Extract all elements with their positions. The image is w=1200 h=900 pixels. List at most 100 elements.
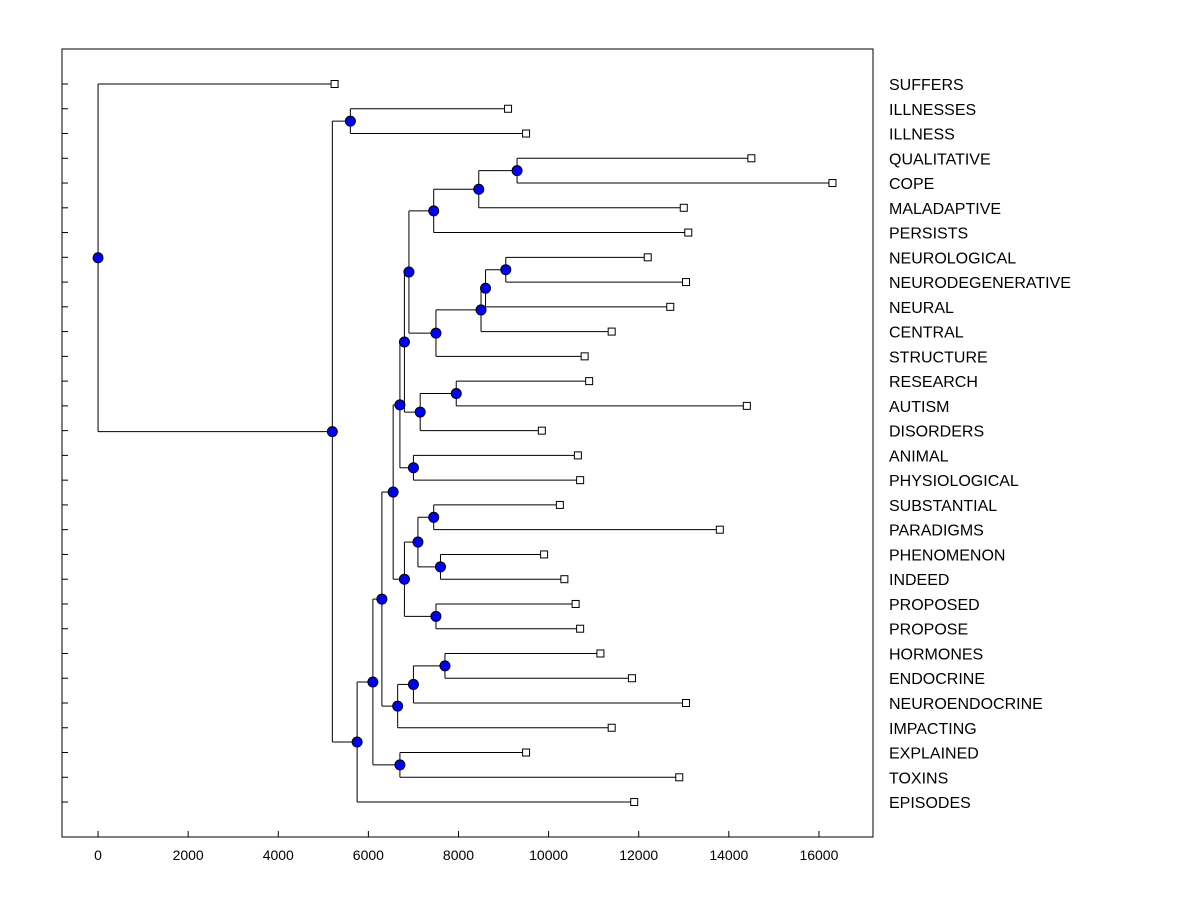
leaf-label-research: RESEARCH: [889, 374, 978, 391]
leaf-marker-animal: [573, 451, 582, 460]
leaf-label-central: CENTRAL: [889, 325, 964, 342]
leaf-marker-physiological: [576, 476, 585, 485]
merge-node-n18: [430, 610, 442, 622]
merge-node-n6: [480, 282, 492, 294]
leaf-label-neurodegenerative: NEURODEGENERATIVE: [889, 275, 1071, 292]
leaf-marker-neurodegenerative: [682, 278, 691, 287]
leaf-label-maladaptive: MALADAPTIVE: [889, 201, 1001, 218]
x-tick-label-14000: 14000: [709, 847, 748, 863]
leaf-marker-structure: [580, 352, 589, 361]
leaf-marker-cope: [828, 179, 837, 188]
leaf-marker-explained: [522, 748, 531, 757]
merge-node-n26: [367, 676, 379, 688]
leaf-marker-illness: [522, 129, 531, 138]
leaf-label-disorders: DISORDERS: [889, 424, 984, 441]
leaf-marker-central: [607, 327, 616, 336]
merge-nodes: [92, 115, 523, 771]
merge-node-n21: [439, 660, 451, 672]
leaf-label-structure: STRUCTURE: [889, 349, 988, 366]
leaf-marker-maladaptive: [679, 203, 688, 212]
merge-node-n5: [500, 264, 512, 276]
leaf-label-episodes: EPISODES: [889, 795, 971, 812]
merge-node-n27: [351, 736, 363, 748]
plot-frame: [61, 48, 874, 838]
leaf-label-toxins: TOXINS: [889, 770, 948, 787]
leaf-markers: [330, 80, 837, 807]
leaf-marker-propose: [576, 624, 585, 633]
leaf-label-neuroendocrine: NEUROENDOCRINE: [889, 696, 1043, 713]
leaf-marker-suffers: [330, 80, 339, 88]
leaf-label-illness: ILLNESS: [889, 127, 955, 144]
x-tick-label-6000: 6000: [353, 847, 384, 863]
merge-node-n4: [428, 205, 440, 217]
leaf-marker-indeed: [560, 575, 569, 584]
leaf-labels: SUFFERS ILLNESSES ILLNESS QUALITATIVE COPE MA…: [889, 77, 1071, 812]
leaf-label-neural: NEURAL: [889, 300, 954, 317]
leaf-marker-toxins: [675, 773, 684, 782]
x-tick-label-4000: 4000: [263, 847, 294, 863]
merge-node-n1: [344, 115, 356, 127]
leaf-label-propose: PROPOSE: [889, 622, 968, 639]
merge-node-n24: [376, 593, 388, 605]
leaf-label-substantial: SUBSTANTIAL: [889, 498, 997, 515]
merge-node-n22: [407, 678, 419, 690]
merge-node-n8: [430, 327, 442, 339]
leaf-label-illnesses: ILLNESSES: [889, 102, 976, 119]
leaf-marker-neurological: [643, 253, 652, 262]
axis-ticks: 0 2000 4000 6000 8000 10000 12000 14000 16000: [62, 83, 839, 863]
leaf-marker-neural: [666, 302, 675, 311]
merge-node-n11: [414, 406, 426, 418]
merge-node-n2: [511, 165, 523, 177]
leaf-label-paradigms: PARADIGMS: [889, 523, 984, 540]
merge-node-n19: [398, 573, 410, 585]
merge-node-n16: [434, 561, 446, 573]
leaf-label-endocrine: ENDOCRINE: [889, 671, 985, 688]
merge-node-n17: [412, 536, 424, 548]
leaf-label-proposed: PROPOSED: [889, 597, 980, 614]
leaf-marker-qualitative: [747, 154, 756, 163]
leaf-label-neurological: NEUROLOGICAL: [889, 250, 1016, 267]
x-tick-label-12000: 12000: [619, 847, 658, 863]
leaf-label-cope: COPE: [889, 176, 934, 193]
leaf-label-indeed: INDEED: [889, 572, 949, 589]
merge-node-n10: [450, 388, 462, 399]
leaf-label-impacting: IMPACTING: [889, 721, 977, 738]
leaf-marker-hormones: [596, 649, 605, 658]
merge-node-n3: [473, 183, 485, 195]
leaf-marker-episodes: [630, 798, 639, 807]
leaf-marker-impacting: [607, 723, 616, 732]
dendrogram-links: [97, 83, 833, 803]
merge-node-n20: [387, 486, 399, 498]
leaf-label-persists: PERSISTS: [889, 226, 968, 243]
merge-node-n13: [407, 462, 419, 474]
leaf-marker-persists: [684, 228, 693, 237]
leaf-marker-phenomenon: [540, 550, 549, 559]
leaf-label-qualitative: QUALITATIVE: [889, 151, 991, 168]
merge-node-n14: [394, 399, 406, 411]
merge-node-n25: [394, 759, 406, 771]
merge-node-n28: [326, 426, 338, 438]
leaf-label-autism: AUTISM: [889, 399, 949, 416]
leaf-marker-research: [585, 377, 594, 386]
leaf-marker-neuroendocrine: [682, 699, 691, 707]
x-tick-label-8000: 8000: [443, 847, 474, 863]
leaf-label-explained: EXPLAINED: [889, 746, 979, 763]
merge-node-n29: [92, 252, 104, 264]
leaf-marker-paradigms: [715, 525, 724, 534]
merge-node-n9: [403, 266, 415, 278]
merge-node-n12: [398, 336, 410, 348]
leaf-label-phenomenon: PHENOMENON: [889, 547, 1005, 564]
leaf-marker-substantial: [555, 500, 564, 509]
leaf-label-physiological: PHYSIOLOGICAL: [889, 473, 1019, 490]
x-tick-label-16000: 16000: [799, 847, 838, 863]
x-tick-label-0: 0: [94, 847, 102, 863]
leaf-marker-endocrine: [627, 674, 636, 683]
leaf-marker-illnesses: [504, 104, 513, 113]
leaf-marker-autism: [742, 401, 751, 410]
leaf-label-hormones: HORMONES: [889, 646, 983, 663]
x-tick-label-10000: 10000: [529, 847, 568, 863]
leaf-marker-disorders: [537, 426, 546, 435]
leaf-marker-proposed: [571, 599, 580, 608]
merge-node-n23: [392, 700, 404, 712]
